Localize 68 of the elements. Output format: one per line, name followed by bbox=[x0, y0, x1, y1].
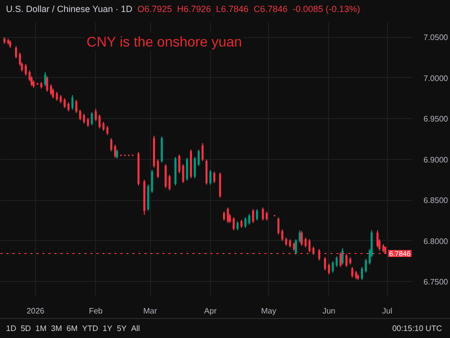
candlestick bbox=[209, 170, 212, 186]
candlestick bbox=[345, 253, 348, 268]
x-tick-label: 2026 bbox=[26, 306, 45, 316]
candlestick bbox=[252, 208, 254, 224]
text: L6.7846 bbox=[216, 4, 249, 14]
candlestick bbox=[50, 84, 52, 96]
y-tick-label: 6.7500 bbox=[424, 278, 449, 287]
candlestick bbox=[351, 266, 354, 278]
candlestick bbox=[342, 248, 344, 266]
candlestick bbox=[64, 98, 66, 109]
candlestick bbox=[46, 76, 48, 92]
text: 6M bbox=[66, 324, 78, 333]
y-tick-label: 6.9500 bbox=[424, 114, 449, 124]
text: 5D bbox=[20, 324, 31, 333]
candlestick bbox=[205, 158, 208, 186]
chart-title: U.S. Dollar / Chinese Yuan · 1D bbox=[6, 4, 132, 14]
text: 5Y bbox=[116, 324, 127, 333]
x-tick-label: Mar bbox=[143, 306, 158, 316]
candlestick bbox=[248, 214, 250, 226]
candlestick bbox=[202, 142, 204, 162]
text: YTD bbox=[82, 324, 98, 333]
candlestick bbox=[24, 64, 27, 76]
candlestick bbox=[15, 46, 18, 59]
text: 1M bbox=[35, 324, 46, 333]
x-tick-label: May bbox=[261, 306, 276, 316]
text: All bbox=[131, 324, 140, 333]
y-tick-label: 7.0500 bbox=[424, 33, 449, 42]
y-tick-label: 6.8000 bbox=[424, 236, 449, 246]
candlestick bbox=[262, 206, 264, 222]
candlestick bbox=[186, 157, 188, 182]
x-tick-label: Jul bbox=[382, 306, 393, 316]
text: H6.7926 bbox=[176, 4, 211, 14]
text: 1D bbox=[6, 324, 16, 333]
candlestick bbox=[164, 164, 167, 188]
candlestick bbox=[328, 263, 330, 275]
candlestick bbox=[71, 94, 74, 110]
text: 3M bbox=[50, 324, 62, 333]
y-tick-label: 6.9000 bbox=[424, 155, 449, 164]
candlestick bbox=[90, 112, 93, 126]
annotation: CNY is the onshore yuan bbox=[86, 34, 242, 50]
candlestick bbox=[324, 256, 326, 271]
candlestick bbox=[332, 260, 334, 274]
x-tick-label: Jun bbox=[322, 306, 336, 316]
candlestick bbox=[336, 256, 338, 268]
candlestick bbox=[300, 230, 303, 246]
text: O6.7925 bbox=[137, 4, 172, 14]
candlestick bbox=[160, 136, 163, 164]
candlestick bbox=[52, 88, 54, 99]
x-tick-label: Apr bbox=[204, 306, 217, 316]
text: 00:15:10 UTC bbox=[392, 323, 442, 335]
y-tick-label: 6.8500 bbox=[424, 196, 449, 206]
x-tick-label: Feb bbox=[88, 306, 104, 316]
text: C6.7846 bbox=[254, 4, 288, 14]
candlestick bbox=[156, 158, 159, 179]
candlestick bbox=[98, 114, 101, 129]
candlestick bbox=[232, 216, 235, 231]
candlestick bbox=[219, 172, 222, 198]
candlestick bbox=[44, 72, 46, 87]
text: 1Y bbox=[102, 324, 112, 333]
candlestick bbox=[308, 238, 311, 253]
candlestick bbox=[213, 171, 216, 184]
candlestick bbox=[244, 216, 246, 228]
candlestick bbox=[376, 230, 379, 248]
candlestick bbox=[256, 208, 258, 222]
text: -0.0085 (-0.13%) bbox=[292, 4, 360, 14]
candlestick bbox=[360, 266, 363, 281]
y-tick-label: 7.0000 bbox=[424, 74, 449, 83]
candlestick bbox=[83, 113, 86, 124]
